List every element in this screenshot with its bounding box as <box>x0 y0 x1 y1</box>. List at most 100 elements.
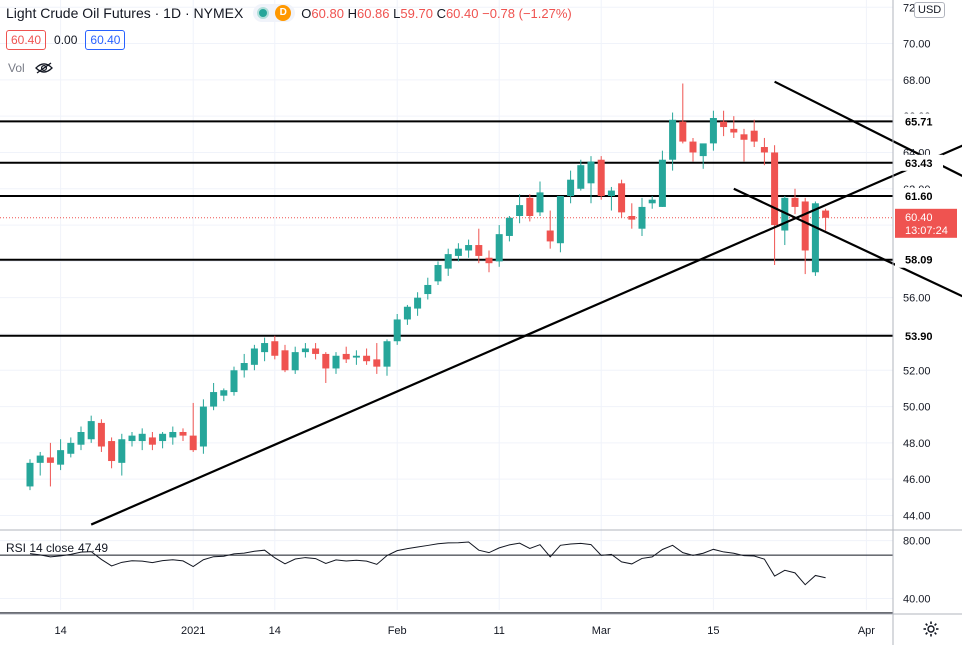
high-value: 60.86 <box>356 5 390 21</box>
candle-body <box>77 431 85 445</box>
delayed-badge: D <box>275 5 292 21</box>
rsi-value: 47.49 <box>78 541 109 555</box>
candle-body <box>179 431 187 436</box>
price-tick-label: 48.00 <box>903 438 931 450</box>
candle-body <box>730 128 738 133</box>
candle-body <box>383 341 391 367</box>
price-tick-label: 56.00 <box>903 293 931 305</box>
candle-body <box>87 421 95 440</box>
low-label: L <box>393 5 401 21</box>
candle-body <box>352 355 360 358</box>
candle-body <box>720 121 728 128</box>
symbol-title[interactable]: Light Crude Oil Futures · 1D · NYMEX <box>6 5 244 21</box>
candle-body <box>658 159 666 207</box>
candle-body <box>301 348 309 353</box>
level-tag-bg <box>895 154 943 171</box>
candle-body <box>393 319 401 342</box>
candle-body <box>536 192 544 213</box>
candle-body <box>261 343 269 353</box>
level-tag: 61.60 <box>905 191 933 203</box>
candle-body <box>403 306 411 320</box>
axis-labels: 44.0046.0048.0050.0052.0054.0056.0058.00… <box>54 2 957 637</box>
time-tick-label: 11 <box>493 625 504 637</box>
candle-body <box>250 348 258 365</box>
time-tick-label: 2021 <box>181 625 205 637</box>
candle-body <box>781 197 789 231</box>
open-label: O <box>301 5 312 21</box>
rsi-legend[interactable]: RSI 14 close 47.49 <box>6 541 108 555</box>
candle-body <box>546 230 554 242</box>
last-price-tag: 60.40 <box>905 212 933 224</box>
candle-body <box>679 121 687 142</box>
time-tick-label: 14 <box>269 625 281 637</box>
candle-body <box>567 179 575 197</box>
trend-line <box>774 80 962 177</box>
candle-body <box>291 352 299 371</box>
candle-body <box>699 143 707 157</box>
candle-body <box>475 245 483 256</box>
candle-body <box>67 442 75 454</box>
level-tag: 65.71 <box>905 116 933 128</box>
candle-body <box>434 265 442 282</box>
currency-label[interactable]: USD <box>914 2 946 18</box>
candle-body <box>669 119 677 160</box>
price-tick-label: 44.00 <box>903 510 931 522</box>
candle-body <box>363 355 371 362</box>
candle-body <box>159 433 167 442</box>
candle-body <box>138 433 146 442</box>
candle-body <box>342 353 350 360</box>
candle-body <box>597 159 605 197</box>
trend-lines <box>90 80 962 526</box>
price-tick-label: 50.00 <box>903 402 931 414</box>
market-status[interactable]: D <box>253 4 296 22</box>
price-boxes: 60.40 0.00 60.40 <box>6 30 126 50</box>
candle-body <box>332 355 340 369</box>
candle-body <box>169 431 177 438</box>
candle-body <box>791 197 799 207</box>
candle-body <box>516 205 524 216</box>
candle-body <box>46 457 54 463</box>
candle-body <box>199 406 207 447</box>
symbol-legend[interactable]: Light Crude Oil Futures · 1D · NYMEX D O… <box>6 4 572 22</box>
candle-body <box>118 439 126 463</box>
open-value: 60.80 <box>311 5 344 21</box>
candle-body <box>148 437 156 445</box>
level-tag-bg <box>895 251 943 268</box>
countdown-tag: 13:07:24 <box>905 225 948 237</box>
candle-body <box>801 201 809 251</box>
candle-body <box>689 141 697 153</box>
candle-body <box>230 370 238 393</box>
candle-body <box>373 359 381 367</box>
bid-box[interactable]: 60.40 <box>6 30 47 50</box>
candle-body <box>771 152 779 226</box>
time-tick-label: Apr <box>858 625 875 637</box>
candle-body <box>638 206 646 229</box>
last-price-tag-bg <box>895 208 957 238</box>
time-tick-label: 15 <box>707 625 719 637</box>
candle-body <box>587 161 595 184</box>
level-tag-bg <box>895 113 943 130</box>
gear-icon[interactable] <box>922 620 940 638</box>
candle-body <box>414 297 422 309</box>
change-value: −0.78 (−1.27%) <box>482 5 572 21</box>
ask-box[interactable]: 60.40 <box>85 30 126 50</box>
candle-body <box>240 363 248 371</box>
candle-body <box>322 353 330 369</box>
candle-body <box>607 190 615 197</box>
candle-body <box>822 210 830 218</box>
candle-body <box>648 199 656 204</box>
candle-body <box>220 390 228 396</box>
rsi-tick-label: 40.00 <box>903 593 931 605</box>
candle-body <box>526 197 534 216</box>
eye-hidden-icon[interactable] <box>34 62 53 74</box>
candle-body <box>556 196 564 244</box>
candle-body <box>760 147 768 153</box>
candle-body <box>495 234 503 262</box>
volume-legend[interactable]: Vol <box>8 61 53 75</box>
level-tag: 58.09 <box>905 255 933 267</box>
horizontal-levels <box>0 120 893 337</box>
candle-body <box>628 215 636 220</box>
candle-body <box>454 248 462 256</box>
ohlc-values: O60.80 H60.86 L59.70 C60.40 −0.78 (−1.27… <box>301 6 571 21</box>
